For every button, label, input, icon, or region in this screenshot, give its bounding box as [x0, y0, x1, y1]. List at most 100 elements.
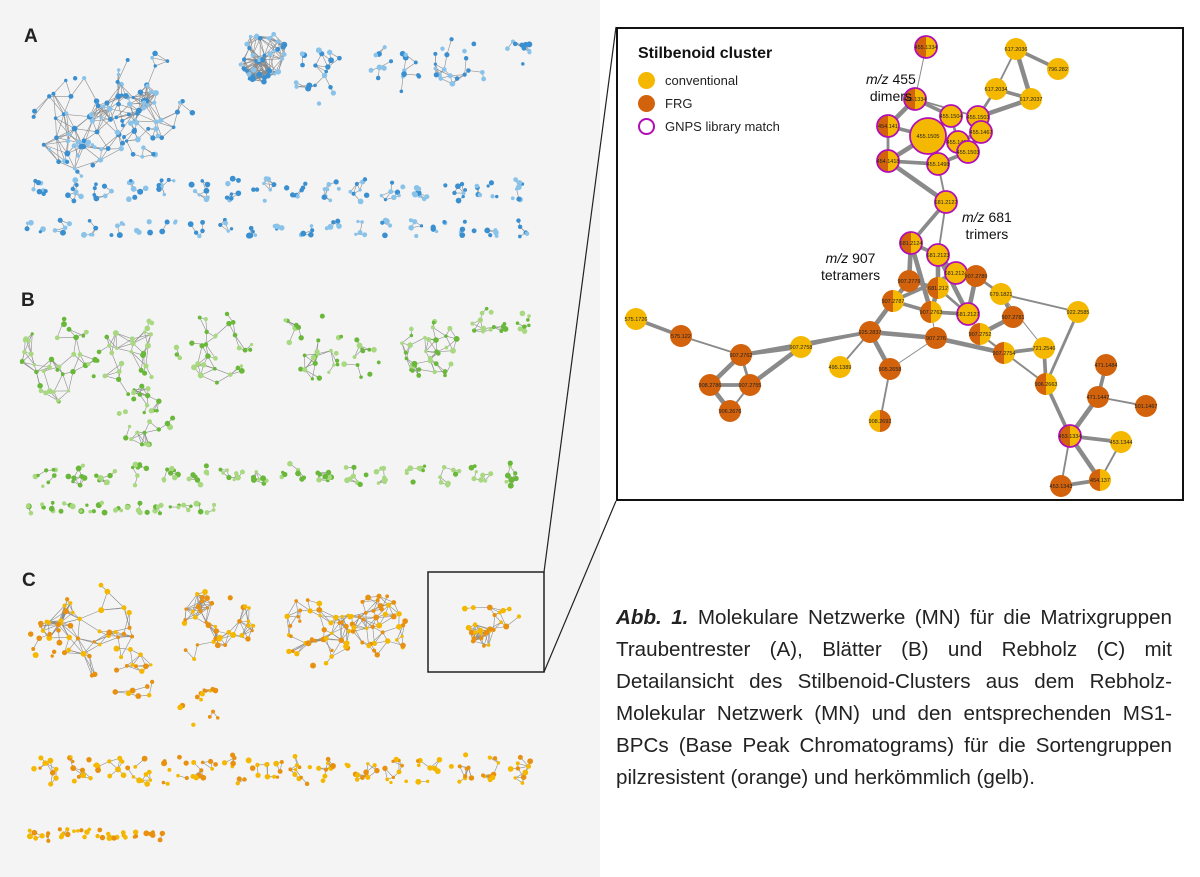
network-a-small — [348, 177, 370, 205]
network-b-cluster — [283, 313, 340, 381]
network-c-small — [382, 756, 409, 785]
node-label: 575.1726 — [625, 317, 648, 323]
legend-label: FRG — [665, 96, 693, 111]
network-a-cluster — [238, 31, 288, 85]
network-a-cluster — [505, 39, 533, 66]
group-name: dimers — [869, 88, 912, 104]
network-b-cluster — [19, 316, 100, 404]
node-label: 796.282 — [1048, 67, 1068, 73]
network-a-small — [283, 181, 308, 199]
network-b-small — [161, 465, 181, 483]
network-node: 907.2789 — [965, 265, 988, 287]
node-label: 907.2779 — [898, 279, 921, 285]
network-a-small — [224, 175, 242, 203]
network-node: 681.2124 — [899, 231, 923, 255]
network-node: 455.1505 — [909, 117, 947, 155]
legend: Stilbenoid cluster conventional FRG GNPS… — [638, 45, 780, 138]
node-label: 907.2755 — [739, 383, 762, 389]
legend-item-frg: FRG — [638, 92, 780, 115]
network-a-tiny — [458, 219, 477, 238]
network-a-tiny — [380, 217, 393, 239]
network-node: 453.1344 — [1110, 431, 1132, 453]
node-label: 907.2787 — [882, 299, 905, 305]
network-a-tiny — [272, 223, 285, 231]
legend-label: GNPS library match — [665, 119, 780, 134]
network-node: 907.2752 — [969, 323, 991, 345]
network-a-tiny — [430, 219, 448, 234]
network-c-tiny — [150, 830, 166, 843]
network-edge — [800, 331, 871, 348]
network-node: 681.2124 — [944, 261, 968, 285]
node-label: 575.122 — [671, 334, 691, 340]
group-label-dimers: m/z 455 dimers — [866, 71, 916, 105]
node-label: 455.1498 — [927, 162, 950, 168]
network-b-cluster — [116, 383, 176, 448]
network-c-tiny — [121, 833, 128, 840]
network-c-cluster — [112, 645, 155, 699]
network-a-cluster — [293, 47, 342, 106]
network-b-tiny — [168, 503, 181, 510]
network-a-tiny — [354, 219, 368, 238]
node-label: 454.137 — [1090, 478, 1110, 484]
network-a-small — [411, 184, 430, 202]
network-b-small — [315, 469, 335, 483]
network-c-small — [448, 752, 475, 784]
conventional-swatch-icon — [638, 72, 655, 89]
network-b-small — [373, 465, 388, 485]
network-node: 455.1334 — [914, 35, 938, 59]
network-a-small — [474, 180, 499, 199]
network-node: 681.2127 — [956, 302, 980, 326]
network-a-small — [65, 177, 84, 204]
network-b-tiny — [119, 503, 131, 513]
network-node: 575.122 — [670, 325, 692, 347]
node-label: 681.2127 — [935, 200, 958, 206]
node-label: 495.1389 — [829, 365, 852, 371]
network-node: 907.2755 — [739, 374, 762, 396]
network-node: 721.2546 — [1033, 337, 1056, 359]
network-overview-graphic — [19, 31, 534, 843]
network-node: 455.1334 — [903, 87, 927, 111]
network-c-small — [288, 753, 312, 787]
node-label: 681.2124 — [945, 271, 968, 277]
node-label: 455.1498 — [947, 140, 970, 146]
network-a-cluster — [65, 138, 102, 178]
network-node: 679.1821 — [990, 283, 1013, 305]
network-c-small — [481, 755, 501, 783]
panel-label-b: B — [21, 290, 35, 311]
network-node: 617.2036 — [1005, 38, 1027, 60]
network-node: 907.2758 — [790, 336, 812, 358]
node-label: 679.1821 — [990, 292, 1013, 298]
mz-label: m/z — [962, 209, 985, 225]
node-label: 907.276 — [926, 336, 946, 342]
node-label: 907.2789 — [965, 274, 988, 280]
group-name: trimers — [965, 226, 1009, 242]
network-b-tiny — [193, 500, 204, 515]
node-label: 925.2837 — [859, 330, 882, 336]
network-node: 681.2123 — [926, 243, 950, 267]
network-b-tiny — [25, 503, 34, 516]
group-label-tetramers: m/z 907 tetramers — [821, 250, 880, 284]
node-label: 455.1467 — [970, 130, 993, 136]
network-node: 907.2762 — [730, 344, 752, 366]
network-node: 455.1503 — [956, 140, 980, 164]
mz-value: 907 — [852, 250, 876, 266]
network-a-tiny — [324, 218, 342, 231]
legend-item-gnps: GNPS library match — [638, 115, 780, 138]
network-c-small — [190, 758, 218, 781]
network-node: 471.1484 — [1095, 354, 1117, 376]
network-a-small — [321, 179, 341, 203]
node-label: 455.1503 — [967, 115, 990, 121]
network-b-small — [130, 461, 150, 488]
network-node: 907.276 — [925, 327, 947, 349]
network-b-small — [279, 460, 307, 482]
network-a-small — [31, 178, 48, 197]
node-label: 501.1467 — [1135, 404, 1158, 410]
network-a-tiny — [484, 227, 499, 238]
network-c-small — [93, 755, 127, 779]
network-c-tiny — [45, 831, 51, 843]
node-label: 721.2546 — [1033, 346, 1056, 352]
network-c-small — [507, 754, 534, 785]
network-a-small — [156, 177, 176, 197]
network-b-tiny — [135, 500, 143, 516]
network-c-tiny — [95, 827, 106, 841]
